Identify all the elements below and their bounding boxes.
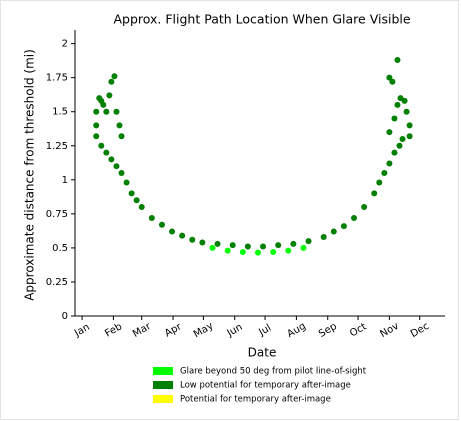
point xyxy=(270,248,277,255)
point xyxy=(394,56,401,63)
point xyxy=(403,108,410,115)
point xyxy=(300,244,307,251)
point xyxy=(199,239,206,246)
point xyxy=(305,238,312,245)
legend-swatch xyxy=(153,367,173,375)
y-tick-label: 1 xyxy=(62,175,68,186)
point xyxy=(123,179,130,186)
y-axis-label: Approximate distance from threshold (mi) xyxy=(23,49,37,301)
point xyxy=(118,170,125,176)
point xyxy=(406,133,413,140)
point xyxy=(108,156,115,163)
point xyxy=(406,122,413,129)
chart-title: Approx. Flight Path Location When Glare … xyxy=(113,12,410,27)
point xyxy=(116,122,123,129)
point xyxy=(260,243,267,250)
point xyxy=(224,247,231,254)
y-tick-label: 1.25 xyxy=(46,141,68,152)
y-tick-label: 0.5 xyxy=(52,243,68,254)
point xyxy=(381,170,388,176)
point xyxy=(138,204,145,211)
y-tick-label: 0.75 xyxy=(46,209,68,220)
point xyxy=(386,129,393,136)
point xyxy=(371,190,378,197)
point xyxy=(93,108,100,115)
point xyxy=(113,163,120,170)
point xyxy=(158,221,165,228)
point xyxy=(376,179,383,186)
point xyxy=(108,78,115,85)
point xyxy=(391,115,398,122)
point xyxy=(399,135,406,142)
point xyxy=(396,142,403,149)
y-tick-label: 2 xyxy=(62,39,68,50)
point xyxy=(239,248,246,255)
point xyxy=(118,133,125,140)
point xyxy=(330,228,337,235)
legend-swatch xyxy=(153,381,173,389)
legend-text: Potential for temporary after-image xyxy=(180,395,331,405)
point xyxy=(351,214,358,221)
point xyxy=(209,244,216,251)
point xyxy=(133,197,140,204)
point xyxy=(391,149,398,156)
point xyxy=(244,243,251,250)
point xyxy=(103,108,110,115)
point xyxy=(386,160,393,167)
x-axis-label: Date xyxy=(248,346,277,360)
legend-text: Low potential for temporary after-image xyxy=(180,381,351,391)
point xyxy=(179,232,186,239)
point xyxy=(128,190,135,197)
point xyxy=(214,240,221,247)
point xyxy=(389,78,396,85)
point xyxy=(275,242,282,249)
point xyxy=(386,74,393,81)
y-tick-label: 1.75 xyxy=(46,73,68,84)
point xyxy=(113,108,120,115)
point xyxy=(100,101,107,108)
point xyxy=(254,249,261,256)
point xyxy=(106,92,113,99)
point xyxy=(285,247,292,254)
point xyxy=(93,133,100,140)
point xyxy=(361,204,368,211)
point xyxy=(98,142,105,149)
y-tick-label: 0.25 xyxy=(46,277,68,288)
point xyxy=(189,236,196,243)
point xyxy=(340,223,347,230)
point xyxy=(169,228,176,235)
point xyxy=(394,101,401,108)
point xyxy=(111,73,118,80)
point xyxy=(290,240,297,247)
point xyxy=(148,214,155,221)
point xyxy=(93,122,100,129)
y-tick-label: 1.5 xyxy=(52,107,68,118)
legend-swatch xyxy=(153,395,173,403)
point xyxy=(103,149,110,156)
y-tick-label: 0 xyxy=(62,311,68,322)
point xyxy=(229,242,236,249)
point xyxy=(320,234,327,241)
legend-text: Glare beyond 50 deg from pilot line-of-s… xyxy=(180,367,367,377)
point xyxy=(401,97,408,104)
